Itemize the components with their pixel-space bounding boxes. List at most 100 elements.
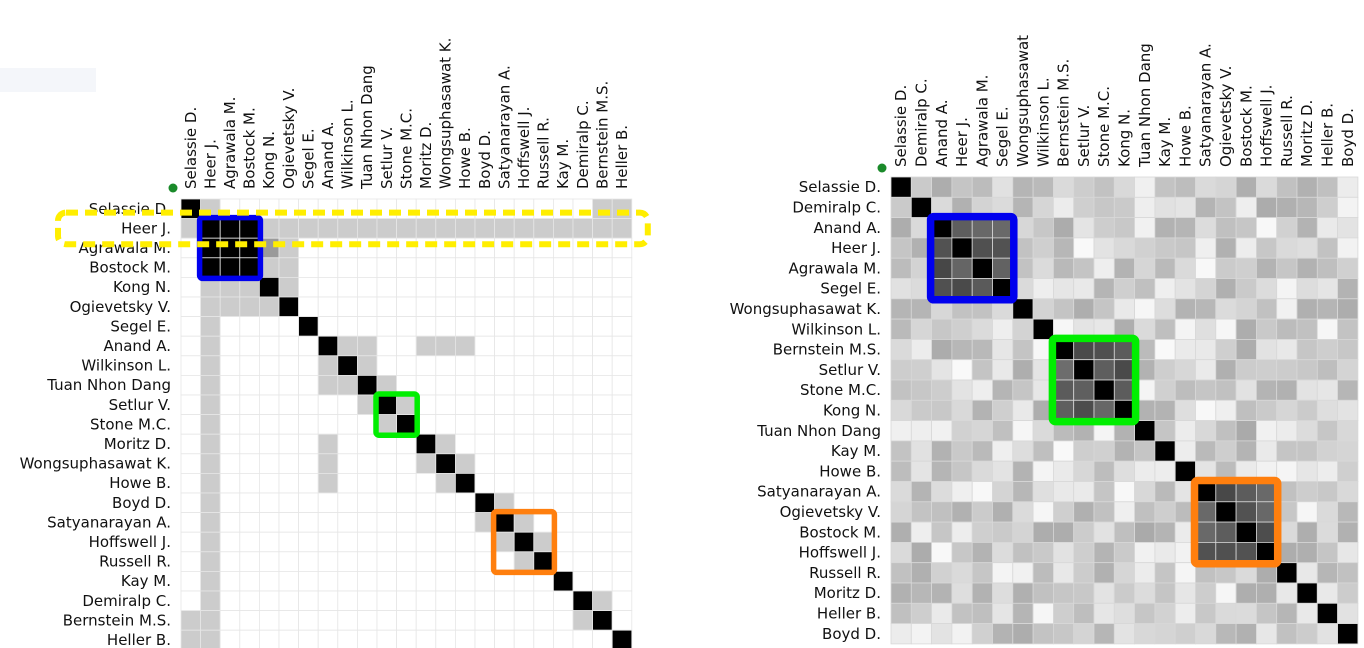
matrix-cell — [890, 278, 912, 300]
matrix-cell — [951, 460, 973, 482]
matrix-cell — [890, 257, 912, 279]
matrix-cell — [553, 237, 574, 259]
matrix-cell — [396, 531, 417, 553]
matrix-cell — [592, 394, 613, 416]
matrix-cell — [611, 276, 633, 298]
row-label-boyd-d: Boyd D. — [822, 625, 881, 643]
matrix-cell — [415, 472, 437, 494]
matrix-cell — [1154, 582, 1176, 604]
matrix-cell — [553, 453, 574, 474]
corner-marker — [877, 163, 887, 173]
matrix-cell — [415, 531, 437, 553]
matrix-cell — [298, 237, 319, 259]
matrix-cell — [1296, 359, 1318, 381]
matrix-cell — [1296, 237, 1318, 259]
matrix-cell — [415, 257, 437, 278]
matrix-cell — [611, 414, 633, 435]
matrix-cell — [1337, 379, 1359, 401]
row-label-russell-r: Russell R. — [99, 553, 171, 571]
matrix-cell — [513, 276, 535, 298]
matrix-cell — [951, 257, 973, 279]
matrix-cell — [258, 198, 280, 220]
matrix-cell — [572, 531, 594, 553]
matrix-cell — [337, 316, 358, 337]
matrix-cell — [376, 237, 398, 259]
matrix-cell — [180, 198, 202, 220]
matrix-cell — [435, 492, 456, 514]
matrix-cell — [1195, 257, 1217, 279]
matrix-cell — [1195, 521, 1217, 543]
matrix-cell — [1053, 602, 1075, 624]
matrix-cell — [180, 433, 202, 455]
matrix-cell — [1012, 420, 1034, 442]
matrix-cell — [1053, 257, 1075, 279]
matrix-cell — [435, 218, 456, 239]
matrix-cell — [890, 460, 912, 482]
matrix-cell — [1012, 399, 1034, 421]
matrix-cell — [611, 453, 633, 474]
matrix-cell — [317, 629, 339, 648]
matrix-cell — [1316, 542, 1339, 564]
matrix-cell — [992, 399, 1014, 421]
matrix-cell — [533, 218, 554, 239]
matrix-cell — [356, 571, 378, 592]
matrix-cell — [1256, 196, 1278, 219]
matrix-cell — [356, 296, 378, 318]
matrix-cell — [200, 531, 221, 553]
matrix-cell — [239, 590, 260, 612]
matrix-cell — [572, 590, 594, 612]
matrix-cell — [278, 571, 300, 592]
matrix-cell — [572, 571, 594, 592]
matrix-cell — [592, 472, 613, 494]
matrix-cell — [1316, 196, 1339, 219]
matrix-cell — [435, 335, 456, 357]
matrix-cell — [1154, 542, 1176, 564]
matrix-cell — [1195, 602, 1217, 624]
matrix-cell — [1235, 602, 1257, 624]
row-label-hoffswell-j: Hoffswell J. — [89, 533, 171, 551]
matrix-cell — [396, 414, 417, 435]
matrix-cell — [396, 453, 417, 474]
matrix-cell — [317, 335, 339, 357]
matrix-cell — [1256, 399, 1278, 421]
matrix-cell — [396, 472, 417, 494]
matrix-cell — [1053, 521, 1075, 543]
matrix-cell — [1316, 399, 1339, 421]
matrix-cell — [474, 433, 496, 455]
matrix-cell — [1195, 399, 1217, 421]
matrix-cell — [298, 335, 319, 357]
matrix-cell — [1256, 420, 1278, 442]
matrix-cell — [1113, 542, 1136, 564]
matrix-cell — [1154, 460, 1176, 482]
matrix-cell — [1174, 623, 1196, 645]
matrix-cell — [494, 551, 515, 572]
matrix-cell — [454, 335, 476, 357]
matrix-cell — [1093, 338, 1115, 361]
matrix-cell — [298, 492, 319, 514]
matrix-cell — [1215, 237, 1237, 259]
matrix-cell — [239, 237, 260, 259]
matrix-cell — [180, 276, 202, 298]
matrix-cell — [454, 198, 476, 220]
matrix-cell — [951, 237, 973, 259]
matrix-cell — [278, 492, 300, 514]
row-label-bernstein-m-s: Bernstein M.S. — [773, 341, 881, 359]
matrix-cell — [1296, 196, 1318, 219]
matrix-cell — [513, 414, 535, 435]
matrix-cell — [474, 414, 496, 435]
matrix-cell — [239, 453, 260, 474]
matrix-cell — [415, 335, 437, 357]
matrix-cell — [337, 512, 358, 533]
column-label-moritz-d: Moritz D. — [1298, 100, 1316, 167]
matrix-cell — [910, 399, 932, 421]
matrix-cell — [356, 316, 378, 337]
matrix-cell — [1073, 338, 1095, 361]
matrix-cell — [1032, 582, 1054, 604]
matrix-cell — [992, 420, 1014, 442]
matrix-cell — [200, 453, 221, 474]
matrix-cell — [1296, 176, 1318, 198]
matrix-cell — [356, 433, 378, 455]
matrix-cell — [1195, 196, 1217, 219]
row-labels: Selassie D. Demiralp C. Anand A. Heer J. Agr… — [730, 178, 881, 643]
matrix-cell — [454, 316, 476, 337]
